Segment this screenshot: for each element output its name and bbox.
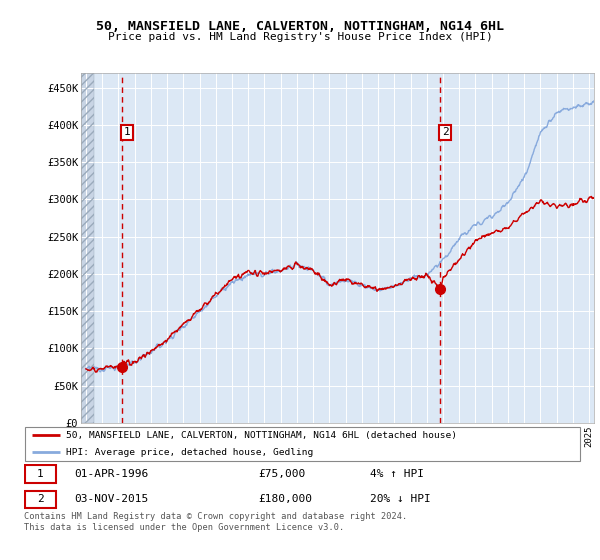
Text: 20% ↓ HPI: 20% ↓ HPI [370, 494, 431, 505]
Bar [81, 73, 94, 423]
FancyBboxPatch shape [25, 465, 56, 483]
Text: 1: 1 [124, 127, 131, 137]
FancyBboxPatch shape [25, 491, 56, 508]
Bar [81, 73, 94, 423]
Text: 2: 2 [37, 494, 44, 505]
Text: 03-NOV-2015: 03-NOV-2015 [74, 494, 148, 505]
Text: 01-APR-1996: 01-APR-1996 [74, 469, 148, 479]
Text: Price paid vs. HM Land Registry's House Price Index (HPI): Price paid vs. HM Land Registry's House … [107, 32, 493, 43]
Text: Contains HM Land Registry data © Crown copyright and database right 2024.
This d: Contains HM Land Registry data © Crown c… [24, 512, 407, 532]
Text: 4% ↑ HPI: 4% ↑ HPI [370, 469, 424, 479]
Text: 2: 2 [442, 127, 449, 137]
Text: 50, MANSFIELD LANE, CALVERTON, NOTTINGHAM, NG14 6HL (detached house): 50, MANSFIELD LANE, CALVERTON, NOTTINGHA… [66, 431, 457, 440]
Text: 50, MANSFIELD LANE, CALVERTON, NOTTINGHAM, NG14 6HL: 50, MANSFIELD LANE, CALVERTON, NOTTINGHA… [96, 20, 504, 32]
Text: HPI: Average price, detached house, Gedling: HPI: Average price, detached house, Gedl… [66, 447, 313, 456]
Text: £180,000: £180,000 [259, 494, 313, 505]
FancyBboxPatch shape [25, 427, 580, 460]
Text: 1: 1 [37, 469, 44, 479]
Text: £75,000: £75,000 [259, 469, 305, 479]
